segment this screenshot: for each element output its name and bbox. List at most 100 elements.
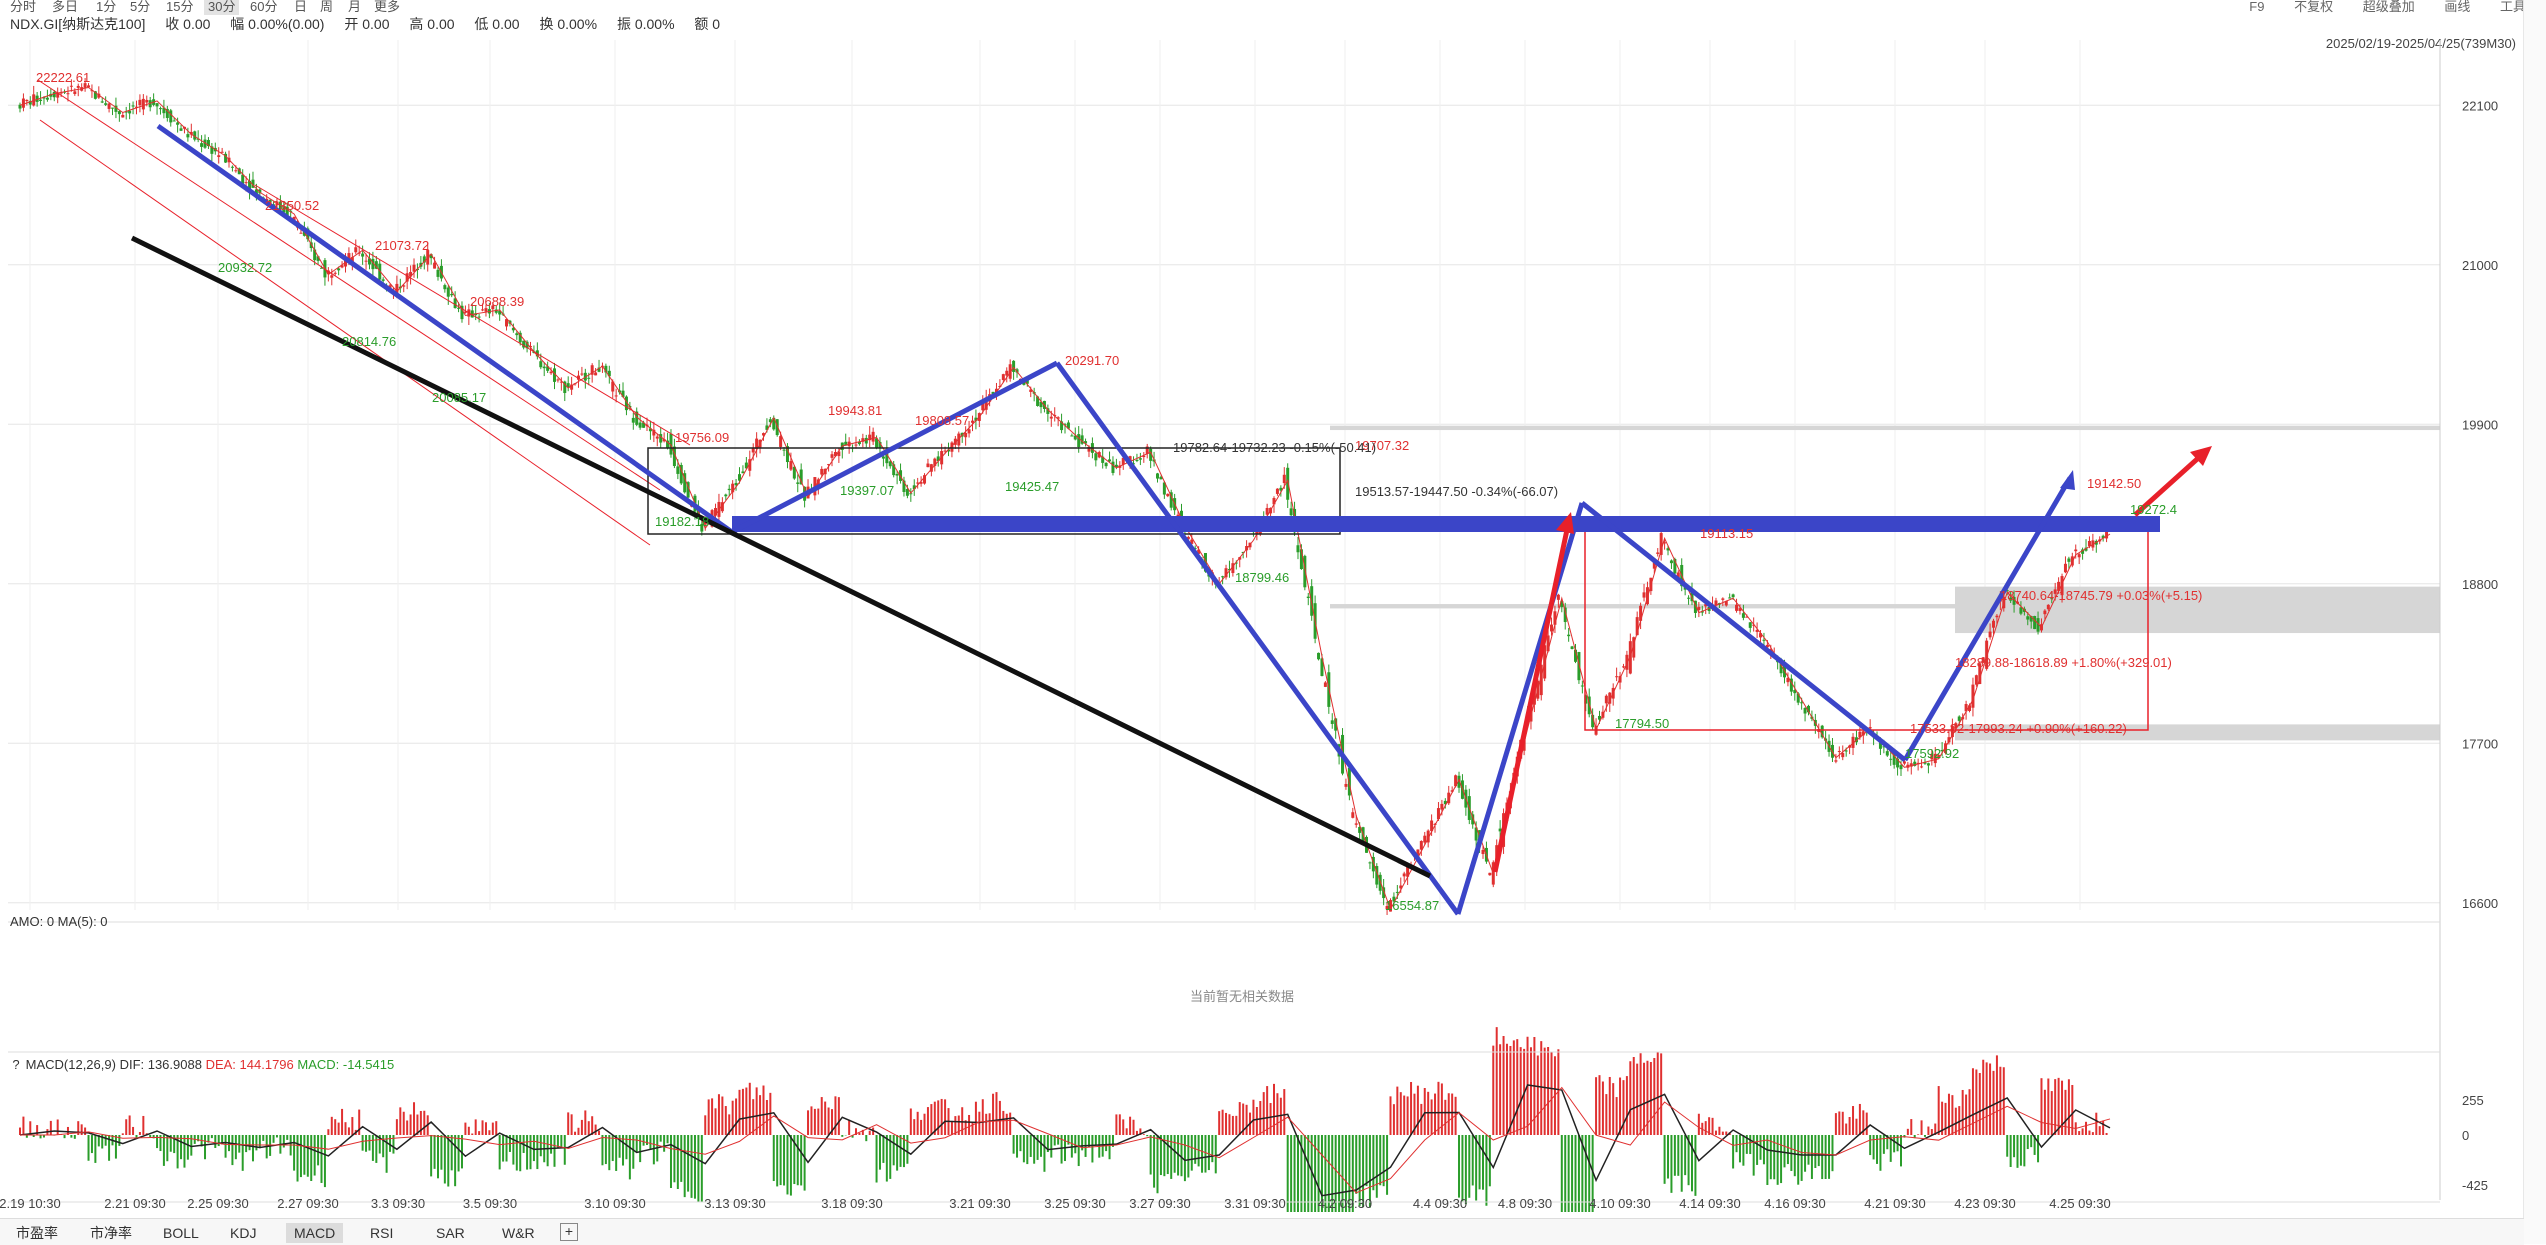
dif-line [19,1084,2111,1197]
period-tab-day[interactable]: 日 [294,0,308,14]
period-tab-week[interactable]: 周 [320,0,334,14]
candle-body [371,258,375,270]
candle-body [529,346,533,348]
candle-body [1964,704,1968,712]
arrowhead [1556,512,1574,534]
candle-body [234,170,238,172]
candle-body [1700,611,1704,613]
candle-body [515,333,519,336]
dea-line [20,1086,2111,1194]
period-tab-60min[interactable]: 60分 [250,0,278,14]
candle-body [662,439,666,442]
candle-body [659,434,663,443]
price-label: 21350.52 [265,198,319,213]
candle-body [340,265,344,268]
candle-body [1841,753,1845,758]
candle-body [751,448,755,453]
candle-body [1659,533,1663,555]
tab-macd[interactable]: MACD [286,1223,344,1243]
candle-body [241,174,245,184]
add-tab-icon[interactable]: + [560,1223,578,1241]
period-tab-15min[interactable]: 15分 [166,0,194,14]
candle-body [1289,508,1293,516]
right-toolbar: F9 不复权 超级叠加 画线 工具 [2223,0,2526,15]
candle-body [597,367,601,372]
candle-body [964,433,968,438]
candle-body [498,310,502,315]
candle-body [1587,696,1591,715]
tab-sar[interactable]: SAR [436,1225,465,1241]
period-tab-5min[interactable]: 5分 [130,0,151,14]
candle-body [1162,482,1166,495]
candle-body [1279,487,1283,491]
candle-body [1728,597,1732,599]
period-tab-30min[interactable]: 30分 [204,0,240,15]
candle-body [28,101,32,105]
period-tab-1min[interactable]: 1分 [96,0,117,14]
price-label: 19707.32 [1355,438,1409,453]
candle-body [374,261,378,269]
candle-body [1142,455,1146,458]
candle-body [1159,477,1163,480]
period-tab-multiday[interactable]: 多日 [52,0,79,14]
tab-rsi[interactable]: RSI [370,1225,394,1241]
tab-kdj[interactable]: KDJ [230,1225,257,1241]
candle-body [1820,725,1824,738]
draw-line-button[interactable]: 画线 [2444,0,2471,14]
arrowhead [2190,446,2212,466]
overlay-button[interactable]: 超级叠加 [2362,0,2415,14]
quote-amount: 额 0 [694,16,721,32]
period-tab-month[interactable]: 月 [348,0,362,14]
macd-panel: 255 0 -425 [19,1027,2488,1212]
candle-body [409,271,413,277]
candle-body [1234,562,1238,564]
tab-wr[interactable]: W&R [502,1225,535,1241]
candle-body [32,94,36,106]
tab-boll[interactable]: BOLL [163,1225,199,1241]
candle-body [1861,731,1865,736]
f9-button[interactable]: F9 [2249,0,2265,14]
help-icon[interactable]: ? [12,1057,20,1072]
price-label: 20688.39 [470,294,524,309]
candle-body [313,249,317,261]
price-label: 19397.07 [840,483,894,498]
candle-body [984,397,988,410]
price-label: 19425.47 [1005,479,1059,494]
candle-body [1748,622,1752,628]
candle-body [1094,453,1098,461]
candlestick-chart[interactable]: 22222.61 21350.52 21073.72 20932.72 20688.39… [0,0,2524,1212]
macd-tick-label: 0 [2462,1128,2469,1143]
candle-body [93,91,97,99]
tab-pe[interactable]: 市盈率 [16,1225,58,1241]
adjust-button[interactable]: 不复权 [2294,0,2334,14]
candle-body [25,99,29,102]
tools-button[interactable]: 工具 [2499,0,2526,14]
candle-body [1221,576,1225,578]
candle-body [590,365,594,375]
candle-body [1416,849,1420,859]
candle-body [1138,458,1142,460]
candle-body [1426,830,1430,843]
candle-body [1399,885,1403,889]
candle-body [587,377,591,379]
zigzag-line [19,86,2111,911]
blue-trend-line [1580,501,1907,762]
candle-body [1995,615,1999,618]
candle-body [1920,766,1924,768]
candle-body [635,411,639,425]
macd-tick-label: -425 [2462,1178,2488,1193]
candle-body [1896,758,1900,768]
candle-body [724,494,728,497]
candle-body [237,168,241,175]
tab-pb[interactable]: 市净率 [90,1225,132,1241]
x-tick-label: 4.23 09:30 [1954,1196,2015,1211]
period-tab-fenshi[interactable]: 分时 [10,0,37,14]
y-tick-label: 19900 [2462,417,2498,432]
candle-body [559,381,563,383]
candle-body [52,91,56,98]
price-labels: 22222.61 21350.52 21073.72 20932.72 20688.39… [36,70,2202,913]
candle-body [1981,657,1985,663]
period-tab-more[interactable]: 更多 [374,0,401,14]
candle-body [1892,751,1896,765]
candle-body [1745,616,1749,618]
